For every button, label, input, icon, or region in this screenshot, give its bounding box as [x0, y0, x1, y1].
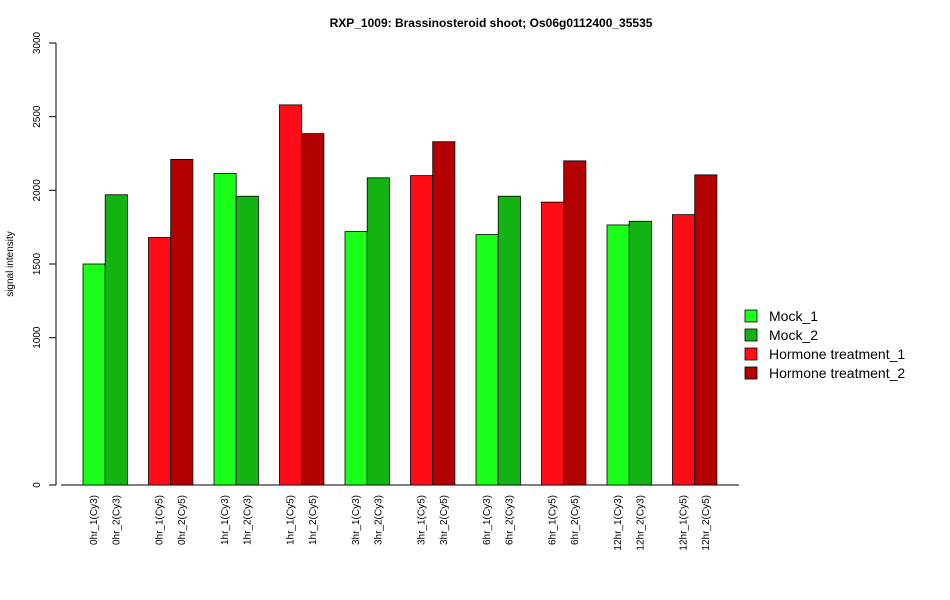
- y-axis-label: signal intensity: [5, 231, 16, 297]
- bar: [213, 172, 237, 486]
- y-axis: 0 1000 1500 2000 2500 3000: [32, 31, 57, 488]
- bar: [628, 220, 652, 486]
- x-tick-label: 0hr_2(Cy5): [177, 495, 188, 545]
- x-tick-label: 6hr_1(Cy3): [482, 495, 493, 545]
- bar: [672, 214, 696, 486]
- bar: [475, 234, 499, 486]
- legend-swatch: [744, 309, 758, 323]
- legend-label: Hormone treatment_1: [769, 346, 905, 362]
- bar: [170, 158, 194, 486]
- x-tick-label: 3hr_2(Cy5): [439, 495, 450, 545]
- x-tick-label: 12hr_1(Cy5): [679, 495, 690, 551]
- y-tick-label: 0: [32, 482, 43, 488]
- bar: [606, 224, 630, 486]
- bar: [432, 141, 456, 486]
- bar: [301, 133, 325, 486]
- bar: [235, 195, 259, 486]
- y-tick-label: 2500: [32, 105, 43, 128]
- x-tick-label: 6hr_2(Cy5): [570, 495, 581, 545]
- bar: [82, 263, 106, 486]
- x-tick-label: 0hr_1(Cy5): [155, 495, 166, 545]
- x-tick-label: 3hr_1(Cy5): [417, 495, 428, 545]
- x-tick-label: 6hr_2(Cy3): [504, 495, 515, 545]
- y-tick-label: 1500: [32, 252, 43, 275]
- bar: [148, 237, 172, 486]
- legend-swatch: [744, 347, 758, 361]
- y-tick-label: 3000: [32, 31, 43, 54]
- x-tick-label: 1hr_1(Cy3): [220, 495, 231, 545]
- x-tick-label: 1hr_2(Cy3): [242, 495, 253, 545]
- y-tick-label: 2000: [32, 179, 43, 202]
- bar: [694, 174, 718, 486]
- bar: [279, 104, 303, 486]
- x-tick-label: 3hr_2(Cy3): [373, 495, 384, 545]
- bar: [344, 231, 368, 486]
- x-tick-label: 3hr_1(Cy3): [351, 495, 362, 545]
- y-tick-label: 1000: [32, 326, 43, 349]
- x-tick-label: 6hr_1(Cy5): [548, 495, 559, 545]
- x-tick-labels: 0hr_1(Cy3) 0hr_2(Cy3) 0hr_1(Cy5) 0hr_2(Cy5)…: [89, 495, 712, 551]
- x-tick-label: 12hr_2(Cy5): [701, 495, 712, 551]
- bar: [410, 175, 434, 486]
- bar: [497, 195, 521, 486]
- legend-label: Hormone treatment_2: [769, 365, 905, 381]
- bar: [104, 194, 128, 486]
- x-tick-label: 0hr_1(Cy3): [89, 495, 100, 545]
- x-tick-label: 0hr_2(Cy3): [111, 495, 122, 545]
- x-tick-label: 1hr_1(Cy5): [286, 495, 297, 545]
- legend-swatch: [744, 328, 758, 342]
- legend: Mock_1 Mock_2 Hormone treatment_1 Hormone t…: [744, 308, 905, 381]
- x-tick-label: 1hr_2(Cy5): [308, 495, 319, 545]
- legend-swatch: [744, 366, 758, 380]
- x-tick-label: 12hr_2(Cy3): [635, 495, 646, 551]
- bar: [366, 177, 390, 486]
- legend-label: Mock_1: [769, 308, 818, 324]
- bars: [82, 104, 718, 486]
- legend-label: Mock_2: [769, 327, 818, 343]
- x-tick-label: 12hr_1(Cy3): [613, 495, 624, 551]
- chart-title: RXP_1009: Brassinosteroid shoot; Os06g01…: [330, 16, 653, 30]
- bar: [541, 201, 565, 486]
- bar: [563, 160, 587, 486]
